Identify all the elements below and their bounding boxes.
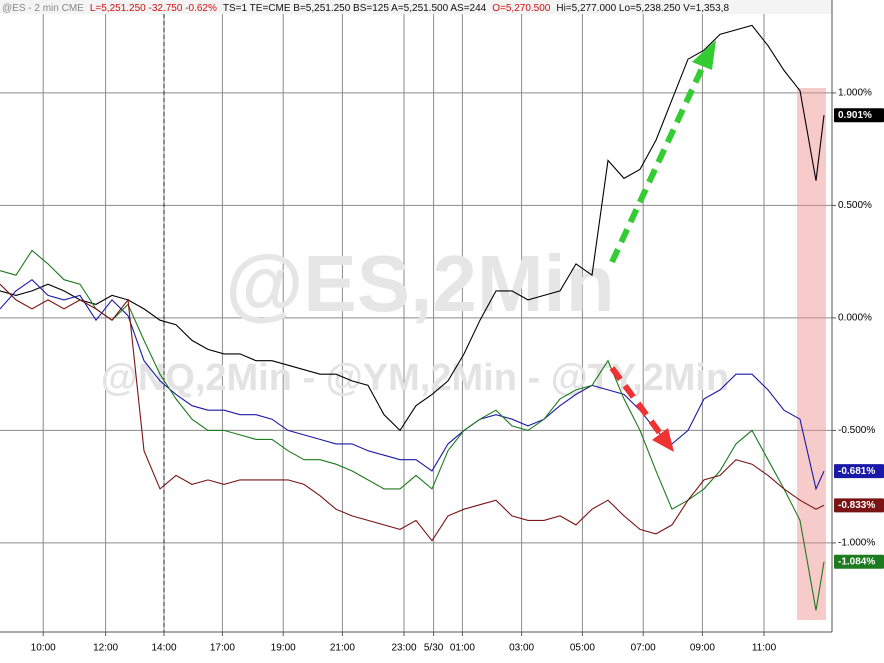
arrow-head: [652, 428, 674, 452]
x-tick-label: 07:00: [631, 643, 656, 654]
highlight-box: [797, 88, 826, 620]
header-bar: [0, 0, 832, 14]
grid: [0, 14, 832, 632]
x-tick-label: 01:00: [450, 643, 475, 654]
series-line: [0, 24, 825, 432]
watermark-separator: -: [292, 357, 326, 399]
watermark-separator: -: [517, 357, 551, 399]
header-quote: @ES - 2 min CME L=5,251.250 -32.750 -0.62…: [2, 3, 729, 14]
series-line: [0, 249, 825, 611]
last-value-label: 0.901%: [838, 110, 872, 121]
x-tick-label: 09:00: [690, 643, 715, 654]
series-line: [0, 283, 825, 542]
header-item: L=5,251.250 -32.750 -0.62%: [90, 3, 217, 14]
y-tick-label: -1.000%: [838, 538, 875, 549]
x-tick-label: 05:00: [570, 643, 595, 654]
x-tick-label: 21:00: [330, 643, 355, 654]
last-value-badge: [834, 554, 884, 569]
last-value-badge: [834, 108, 884, 123]
arrow-shaft: [609, 366, 665, 438]
arrow-head: [692, 40, 716, 70]
y-tick-label: 1.000%: [838, 88, 872, 99]
arrow-shaft: [609, 62, 707, 264]
x-tick-label: 17:00: [210, 643, 235, 654]
header-item: @ES - 2 min CME: [2, 3, 84, 14]
y-tick-label: -0.500%: [838, 425, 875, 436]
x-axis-area: [0, 632, 884, 663]
header-item: O=5,270.500: [492, 3, 551, 14]
last-value-label: -0.833%: [838, 500, 875, 511]
x-tick-label: 19:00: [271, 643, 296, 654]
x-tick-label: 03:00: [509, 643, 534, 654]
watermark-name: @NQ,2Min: [101, 357, 292, 399]
y-tick-label: 0.500%: [838, 200, 872, 211]
lines: [0, 24, 825, 611]
x-tick-label: 23:00: [391, 643, 416, 654]
watermark-secondary: @NQ,2Min - @YM,2Min - @TY,2Min: [101, 357, 729, 399]
watermark-main: @ES,2Min: [225, 239, 614, 328]
x-tick-label: 14:00: [151, 643, 176, 654]
last-value-label: -0.681%: [838, 466, 875, 477]
axes: 1.000% 0.500% 0.000% -0.500% -1.000% 10:00 12:…: [31, 88, 884, 654]
watermark-name: @YM,2Min: [326, 357, 517, 399]
last-value-badge: [834, 498, 884, 513]
red-arrow: [609, 366, 674, 452]
x-tick-label: 12:00: [93, 643, 118, 654]
x-tick-label: 10:00: [31, 643, 56, 654]
x-tick-label: 5/30: [424, 643, 444, 654]
x-tick-label: 11:00: [752, 643, 777, 654]
header-item: Hi=5,277.000 Lo=5,238.250 V=1,353,8: [556, 3, 729, 14]
green-arrow: [609, 40, 716, 264]
series-line: [0, 278, 825, 491]
last-value-badge: [834, 464, 884, 479]
y-tick-label: 0.000%: [838, 313, 872, 324]
header-item: TS=1 TE=CME B=5,251.250 BS=125 A=5,251.5…: [223, 3, 487, 14]
watermark-name: @TY,2Min: [551, 357, 730, 399]
last-value-label: -1.084%: [838, 556, 875, 567]
